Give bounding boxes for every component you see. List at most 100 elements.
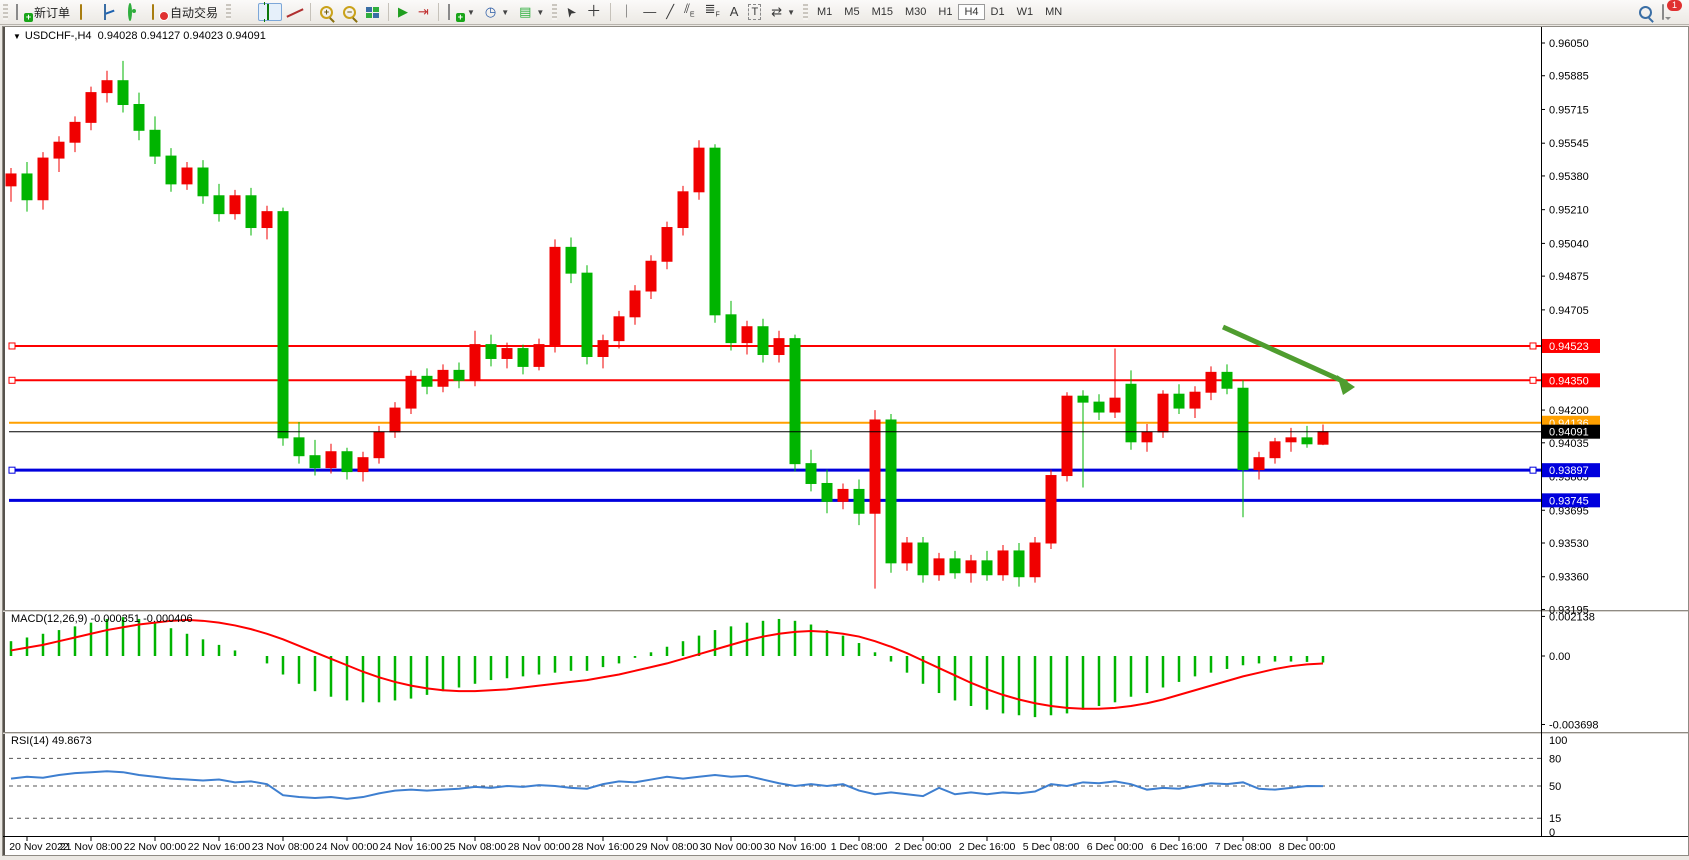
candle-body xyxy=(693,147,705,193)
candle-body xyxy=(197,167,209,197)
tab-timeframe-w1[interactable]: W1 xyxy=(1016,6,1034,18)
main-toolbar: + 新订单 自动交易 + − ▶ ⇥ + ▼ ◷ ▼ ▤ ▼ ➤ ＋ ｜ — ╱ ⫽E… xyxy=(0,0,1689,25)
tab-timeframe-m5[interactable]: M5 xyxy=(844,6,860,18)
cursor-button[interactable]: ➤ xyxy=(560,3,581,22)
candle-body xyxy=(293,437,305,457)
candle-body xyxy=(69,121,81,143)
candle-body xyxy=(1221,371,1233,389)
autotrading-button[interactable]: 自动交易 xyxy=(147,2,223,23)
crosshair-button[interactable]: ＋ xyxy=(581,3,606,21)
zoom-out-button[interactable]: − xyxy=(338,4,361,21)
price-line-badge xyxy=(1542,463,1600,478)
y-axis-tick-label: 0.93360 xyxy=(1549,572,1589,584)
tab-timeframe-d1[interactable]: D1 xyxy=(990,6,1005,18)
y-axis-tick-label: 0.95210 xyxy=(1549,205,1589,217)
trend-arrow-head xyxy=(1337,375,1355,395)
candle-body xyxy=(85,92,97,123)
x-axis-tick-label: 30 Nov 00:00 xyxy=(700,841,763,853)
candle-body xyxy=(949,558,961,574)
candle-body xyxy=(1237,387,1249,471)
candle-body xyxy=(437,369,449,387)
x-axis-tick-label: 6 Dec 16:00 xyxy=(1151,841,1208,853)
candle-body xyxy=(821,482,833,502)
x-axis-tick-label: 6 Dec 00:00 xyxy=(1087,841,1144,853)
fibonacci-icon: ≣F xyxy=(704,0,720,19)
macd-axis-label: 0.00 xyxy=(1549,651,1570,663)
candle-body xyxy=(901,542,913,564)
tab-timeframe-h1[interactable]: H1 xyxy=(938,6,953,18)
chart-shift-button[interactable]: ⇥ xyxy=(413,3,434,21)
line-chart-button[interactable] xyxy=(282,3,306,21)
line-handle[interactable] xyxy=(1529,376,1537,384)
line-handle[interactable] xyxy=(8,342,16,350)
x-axis-tick-label: 7 Dec 08:00 xyxy=(1215,841,1272,853)
signals-button[interactable] xyxy=(123,3,147,21)
candle-body xyxy=(725,314,737,344)
channel-tool-button[interactable]: ⫽E xyxy=(679,0,699,24)
price-line-badge-label: 0.93745 xyxy=(1549,495,1589,507)
new-order-icon xyxy=(16,4,18,20)
line-handle[interactable] xyxy=(8,376,16,384)
price-line-badge-label: 0.93897 xyxy=(1549,465,1589,477)
candle-body xyxy=(917,542,929,576)
rsi-axis-label: 100 xyxy=(1549,735,1567,747)
fibonacci-tool-button[interactable]: ≣F xyxy=(700,0,725,24)
chart-symbol-period: USDCHF-,H4 xyxy=(24,30,92,42)
zoom-out-icon: − xyxy=(343,5,357,19)
tab-timeframe-m1[interactable]: M1 xyxy=(817,6,833,18)
notifications-button[interactable]: 1 xyxy=(1657,0,1682,21)
candlestick-chart-button[interactable] xyxy=(258,3,283,21)
toolbar-grip[interactable] xyxy=(3,4,8,20)
tile-windows-button[interactable] xyxy=(361,4,384,21)
text-icon: A xyxy=(729,4,739,19)
auto-scroll-button[interactable]: ▶ xyxy=(393,3,413,21)
terminal-icon xyxy=(104,4,107,20)
trend-arrow-annotation[interactable] xyxy=(1221,324,1349,386)
text-label-tool-button[interactable]: T xyxy=(743,2,766,22)
candle-body xyxy=(757,326,769,356)
templates-button[interactable]: ▤ ▼ xyxy=(519,4,545,19)
text-tool-button[interactable]: A xyxy=(725,3,744,21)
line-handle[interactable] xyxy=(1529,342,1537,350)
x-axis-tick-label: 28 Nov 00:00 xyxy=(508,841,571,853)
line-handle[interactable] xyxy=(8,466,16,474)
candle-body xyxy=(181,167,193,185)
hline-tool-button[interactable]: — xyxy=(638,3,661,21)
candle-body xyxy=(1013,550,1025,578)
tab-timeframe-m30[interactable]: M30 xyxy=(904,6,927,18)
arrows-tool-button[interactable]: ⇄ ▼ xyxy=(771,4,796,19)
candle-body xyxy=(53,141,65,159)
vline-tool-button[interactable]: ｜ xyxy=(615,3,638,21)
search-icon xyxy=(1639,5,1652,19)
periods-button[interactable]: ◷ ▼ xyxy=(484,4,510,19)
tab-timeframe-m15[interactable]: M15 xyxy=(871,6,893,18)
new-chart-button[interactable]: + ▼ xyxy=(443,3,480,22)
tab-timeframe-mn[interactable]: MN xyxy=(1045,6,1063,18)
y-axis-tick-label: 0.94705 xyxy=(1549,305,1589,317)
trendline-tool-button[interactable]: ╱ xyxy=(661,3,679,21)
candle-body xyxy=(485,344,497,359)
x-axis-tick-label: 2 Dec 00:00 xyxy=(895,841,952,853)
trendline-icon: ╱ xyxy=(666,4,675,19)
bar-chart-button[interactable] xyxy=(234,3,258,21)
text-label-icon: T xyxy=(748,4,762,20)
candle-body xyxy=(1141,431,1153,443)
new-order-button[interactable]: + 新订单 xyxy=(11,2,75,23)
collapse-triangle-icon[interactable]: ▼ xyxy=(13,32,21,41)
search-button[interactable] xyxy=(1634,4,1657,21)
price-chart-canvas[interactable]: 0.96050 0.95885 0.95715 0.95545 0.95380 0.952… xyxy=(3,27,1688,855)
rsi-axis-label: 0 xyxy=(1549,827,1555,839)
template-chart-icon: ▤ xyxy=(519,4,532,19)
candle-body xyxy=(1205,371,1217,393)
zoom-in-button[interactable]: + xyxy=(315,4,338,21)
tab-timeframe-h4[interactable]: H4 xyxy=(958,4,985,20)
gold-button[interactable] xyxy=(75,3,99,21)
line-handle[interactable] xyxy=(1529,466,1537,474)
candle-body xyxy=(1189,391,1201,409)
candle-body xyxy=(581,272,593,357)
macd-indicator-label: MACD(12,26,9) -0.000351 -0.000406 xyxy=(11,613,193,625)
terminal-button[interactable] xyxy=(99,3,123,21)
cursor-icon: ➤ xyxy=(561,3,580,22)
chart-shift-icon: ⇥ xyxy=(418,4,429,19)
y-axis-tick-label: 0.95380 xyxy=(1549,171,1589,183)
